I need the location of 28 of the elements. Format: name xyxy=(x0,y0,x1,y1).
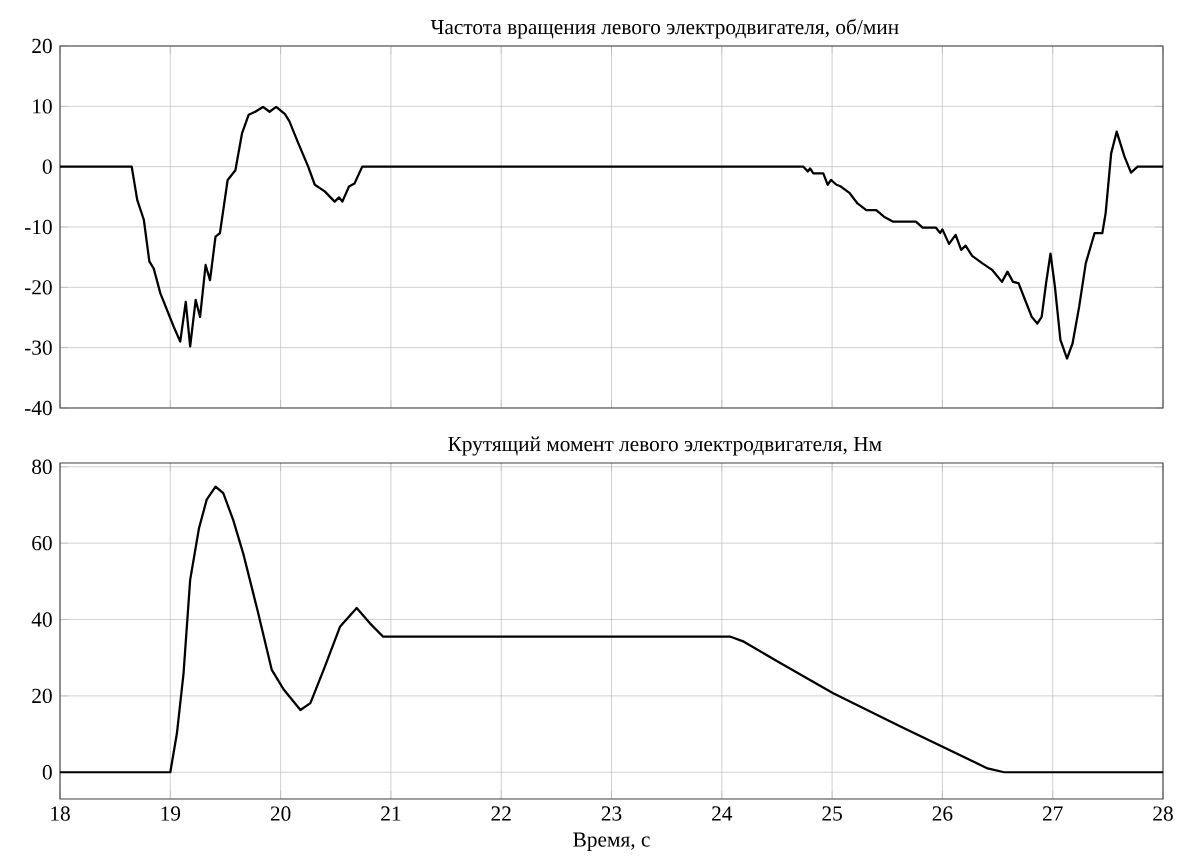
y-tick-label: -20 xyxy=(24,280,52,295)
x-tick-label: 21 xyxy=(381,806,401,821)
y-tick-label: 20 xyxy=(32,38,52,54)
x-tick-label: 22 xyxy=(491,806,511,821)
x-tick-label: 23 xyxy=(601,806,622,821)
x-tick-label: 25 xyxy=(822,806,842,821)
y-tick-label: 0 xyxy=(42,159,52,174)
x-tick-label: 19 xyxy=(161,806,181,821)
x-tick-label: 26 xyxy=(932,806,953,821)
line-series xyxy=(60,105,1163,360)
y-tick-label: -40 xyxy=(24,400,52,416)
x-tick-label: 18 xyxy=(51,806,70,821)
x-tick-label: 27 xyxy=(1042,806,1063,821)
y-tick-label: 10 xyxy=(33,99,52,114)
x-tick-label: 20 xyxy=(270,806,291,821)
y-tick-label: 20 xyxy=(32,688,52,704)
x-tick-label: 28 xyxy=(1153,806,1173,821)
y-tick-label: 60 xyxy=(32,535,52,551)
y-tick-label: -10 xyxy=(24,219,52,235)
chart-title: Частота вращения левого электродвигателя, об/мин xyxy=(430,18,899,39)
line-series xyxy=(60,485,1163,774)
y-tick-label: -30 xyxy=(24,340,52,355)
y-tick-label: 0 xyxy=(42,765,52,780)
x-tick-label: 24 xyxy=(712,806,733,821)
y-tick-label: 80 xyxy=(32,459,52,474)
chart-title: Крутящий момент левого электродвигателя, Нм xyxy=(448,436,882,456)
y-tick-label: 40 xyxy=(31,612,52,627)
x-axis-title: Время, с xyxy=(573,832,650,852)
